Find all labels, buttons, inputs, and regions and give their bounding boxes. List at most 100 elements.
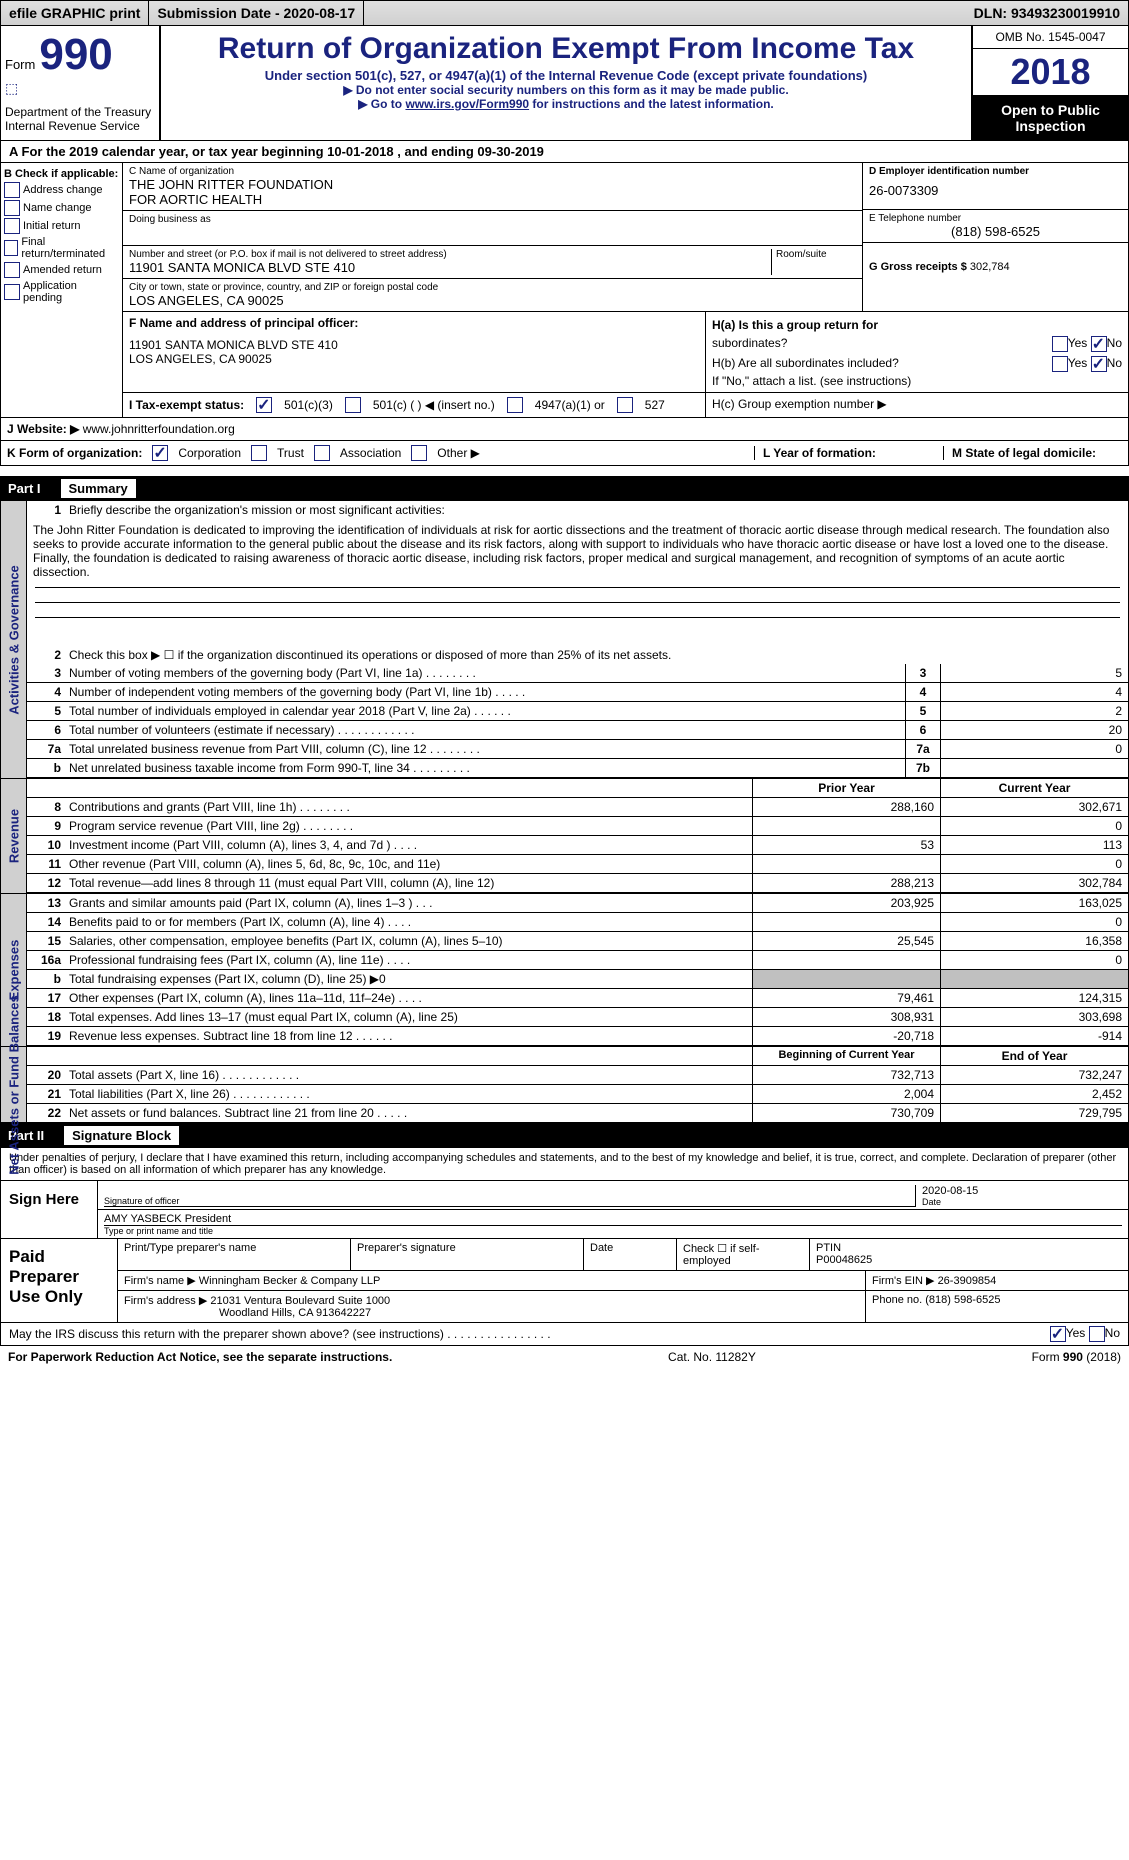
k-label: K Form of organization:: [7, 446, 142, 460]
cb-address: Address change: [4, 182, 119, 198]
footer: For Paperwork Reduction Act Notice, see …: [0, 1346, 1129, 1368]
line12: Total revenue—add lines 8 through 11 (mu…: [65, 874, 752, 892]
firm-phone-label: Phone no.: [872, 1294, 922, 1306]
checkbox-icon[interactable]: [1052, 336, 1068, 352]
checkbox-icon[interactable]: [1089, 1326, 1105, 1342]
line5: Total number of individuals employed in …: [65, 702, 905, 720]
checkbox-icon[interactable]: [4, 240, 18, 256]
i-label: I Tax-exempt status:: [129, 398, 244, 412]
cb-initial: Initial return: [4, 218, 119, 234]
checkbox-icon[interactable]: [1050, 1326, 1066, 1342]
b-title: B Check if applicable:: [4, 168, 119, 180]
line3: Number of voting members of the governin…: [65, 664, 905, 682]
row-i: I Tax-exempt status: 501(c)(3) 501(c) ( …: [123, 393, 706, 417]
cb-amended: Amended return: [4, 262, 119, 278]
room-label: Room/suite: [776, 249, 856, 260]
f-addr1: 11901 SANTA MONICA BLVD STE 410: [129, 338, 699, 352]
line15: Salaries, other compensation, employee b…: [65, 932, 752, 950]
ein-block: D Employer identification number 26-0073…: [863, 163, 1128, 210]
prior-year-hdr: Prior Year: [752, 779, 940, 797]
side-net: Net Assets or Fund Balances: [1, 1047, 27, 1122]
checkbox-icon[interactable]: [1052, 356, 1068, 372]
d-label: D Employer identification number: [869, 166, 1122, 177]
row-h: H(a) Is this a group return for subordin…: [706, 312, 1128, 392]
sub1: Under section 501(c), 527, or 4947(a)(1)…: [165, 68, 967, 83]
checkbox-icon[interactable]: [314, 445, 330, 461]
num-990: 990: [39, 30, 112, 80]
row-a: A For the 2019 calendar year, or tax yea…: [0, 141, 1129, 163]
discuss-row: May the IRS discuss this return with the…: [0, 1323, 1129, 1346]
checkbox-icon[interactable]: [617, 397, 633, 413]
current-year-hdr: Current Year: [940, 779, 1128, 797]
firm-ein: 26-3909854: [938, 1275, 997, 1287]
checkbox-icon[interactable]: [507, 397, 523, 413]
checkbox-icon[interactable]: [4, 262, 20, 278]
city-label: City or town, state or province, country…: [129, 282, 856, 293]
ptin-label: PTIN: [816, 1242, 1122, 1254]
efile-label: efile GRAPHIC print: [1, 1, 149, 25]
mission-label: Briefly describe the organization's miss…: [65, 501, 1128, 519]
ha-label: H(a) Is this a group return for: [712, 318, 878, 332]
checkbox-icon[interactable]: [4, 182, 20, 198]
addr-label: Number and street (or P.O. box if mail i…: [129, 249, 771, 260]
main-info: B Check if applicable: Address change Na…: [0, 163, 1129, 418]
line13: Grants and similar amounts paid (Part IX…: [65, 894, 752, 912]
checkbox-icon[interactable]: [152, 445, 168, 461]
paid-preparer-label: Paid Preparer Use Only: [1, 1239, 118, 1322]
form990-link[interactable]: www.irs.gov/Form990: [405, 97, 529, 111]
m-label: M State of legal domicile:: [952, 446, 1096, 460]
f-label: F Name and address of principal officer:: [129, 316, 699, 330]
hb2: If "No," attach a list. (see instruction…: [712, 374, 1122, 388]
expenses-section: Expenses 13Grants and similar amounts pa…: [0, 894, 1129, 1047]
ha2: subordinates?: [712, 336, 787, 352]
phone-block: E Telephone number (818) 598-6525: [863, 210, 1128, 243]
footer-right: Form 990 (2018): [1032, 1350, 1121, 1364]
form-990: efile GRAPHIC print Submission Date - 20…: [0, 0, 1129, 1368]
addr-block: Number and street (or P.O. box if mail i…: [123, 246, 862, 279]
form-number: Form 990: [5, 30, 155, 80]
checkbox-icon[interactable]: [1091, 336, 1107, 352]
dba-block: Doing business as: [123, 211, 862, 246]
header-right: OMB No. 1545-0047 2018 Open to Public In…: [971, 26, 1128, 140]
side-activities: Activities & Governance: [1, 501, 27, 778]
checkbox-icon[interactable]: [256, 397, 272, 413]
checkbox-icon[interactable]: [4, 218, 20, 234]
org-name-block: C Name of organization THE JOHN RITTER F…: [123, 163, 862, 211]
line16a: Professional fundraising fees (Part IX, …: [65, 951, 752, 969]
checkbox-icon[interactable]: [345, 397, 361, 413]
checkbox-icon[interactable]: [4, 200, 20, 216]
c-label: C Name of organization: [129, 166, 856, 177]
line21: Total liabilities (Part X, line 26) . . …: [65, 1085, 752, 1103]
checkbox-icon[interactable]: [251, 445, 267, 461]
top-bar: efile GRAPHIC print Submission Date - 20…: [0, 0, 1129, 26]
side-revenue: Revenue: [1, 779, 27, 893]
e-label: E Telephone number: [869, 213, 1122, 224]
row-hc: H(c) Group exemption number ▶: [706, 393, 1128, 417]
omb: OMB No. 1545-0047: [973, 26, 1128, 49]
self-emp: Check ☐ if self-employed: [677, 1239, 810, 1270]
discuss-q: May the IRS discuss this return with the…: [9, 1327, 551, 1341]
checkbox-icon[interactable]: [411, 445, 427, 461]
net-assets-section: Net Assets or Fund Balances Beginning of…: [0, 1047, 1129, 1123]
line6: Total number of volunteers (estimate if …: [65, 721, 905, 739]
submission-date: Submission Date - 2020-08-17: [149, 1, 364, 25]
form-title: Return of Organization Exempt From Incom…: [165, 32, 967, 66]
ptin: P00048625: [816, 1254, 1122, 1266]
firm-label: Firm's name ▶: [124, 1275, 196, 1287]
checkbox-icon[interactable]: [1091, 356, 1107, 372]
city-block: City or town, state or province, country…: [123, 279, 862, 311]
addr-val: 11901 SANTA MONICA BLVD STE 410: [129, 260, 771, 275]
city-val: LOS ANGELES, CA 90025: [129, 293, 856, 308]
footer-cat: Cat. No. 11282Y: [668, 1350, 756, 1364]
part2-title: Signature Block: [64, 1126, 179, 1145]
line20: Total assets (Part X, line 16) . . . . .…: [65, 1066, 752, 1084]
checkbox-icon[interactable]: [4, 284, 20, 300]
sub3-post: for instructions and the latest informat…: [529, 97, 774, 111]
irs-symbol: ⬚: [5, 80, 155, 97]
org-name2: FOR AORTIC HEALTH: [129, 192, 856, 207]
prep-name-hdr: Print/Type preparer's name: [118, 1239, 351, 1270]
cb-name: Name change: [4, 200, 119, 216]
dba-label: Doing business as: [129, 214, 856, 225]
line19: Revenue less expenses. Subtract line 18 …: [65, 1027, 752, 1045]
tax-year: 2018: [973, 49, 1128, 96]
